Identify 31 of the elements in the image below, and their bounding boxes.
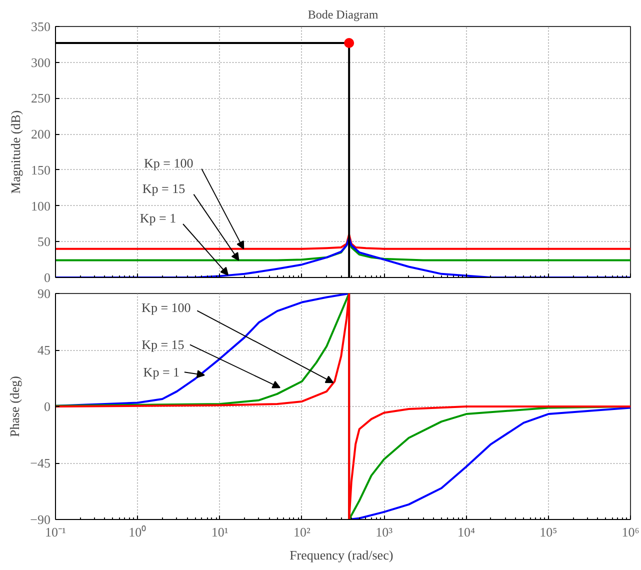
- annotation: Kp = 15: [142, 337, 184, 352]
- y-tick-label: 45: [38, 342, 50, 358]
- y-tick-label: 0: [44, 270, 50, 285]
- x-tick-label: 10⁰: [128, 524, 147, 540]
- y-axis-title: Magnitude (dB): [8, 110, 23, 194]
- annotation: Kp = 15: [142, 180, 186, 196]
- y-axis-title: Phase (deg): [7, 376, 22, 438]
- x-tick-label: 10¹: [211, 524, 228, 540]
- annotation: Kp = 100: [144, 155, 194, 170]
- x-axis-title: Frequency (rad/sec): [290, 548, 394, 562]
- x-tick-label: 10⁵: [540, 524, 558, 540]
- y-tick-label: 250: [31, 90, 50, 106]
- annotation: Kp = 100: [142, 300, 191, 316]
- y-tick-label: 150: [31, 162, 50, 178]
- y-tick-label: 50: [38, 234, 50, 250]
- x-tick-label: 10²: [293, 524, 310, 540]
- y-tick-label: 350: [31, 19, 50, 34]
- x-tick-label: 10⁶: [622, 524, 640, 540]
- y-tick-label: 300: [31, 54, 50, 70]
- y-tick-label: −90: [30, 512, 51, 527]
- x-tick-label: 10⁻¹: [45, 524, 66, 540]
- annotation: Kp = 1: [143, 364, 180, 380]
- y-tick-label: 100: [31, 198, 50, 214]
- chart-title: Bode Diagram: [308, 8, 379, 22]
- y-tick-label: 90: [38, 286, 50, 301]
- annotation: Kp = 1: [140, 210, 176, 226]
- y-tick-label: −45: [30, 456, 51, 470]
- x-tick-label: 10⁴: [457, 524, 476, 540]
- y-tick-label: 200: [31, 126, 50, 142]
- y-tick-label: 0: [44, 399, 50, 414]
- x-tick-label: 10³: [376, 524, 393, 540]
